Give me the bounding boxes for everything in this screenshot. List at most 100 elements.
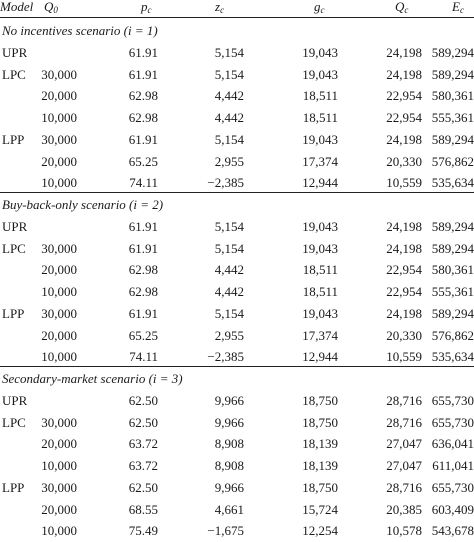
cell-q0: 30,000 xyxy=(41,240,77,256)
cell-pc: 62.50 xyxy=(128,479,158,495)
cell-ec: 589,294 xyxy=(431,66,474,82)
cell-gc: 17,374 xyxy=(302,153,338,169)
cell-gc: 18,511 xyxy=(302,88,338,104)
cell-ec: 655,730 xyxy=(431,414,474,430)
table-row: LPP 30,000 61.91 5,154 19,043 24,198 589,294 xyxy=(0,129,474,151)
cell-gc: 19,043 xyxy=(302,305,338,321)
cell-Qc: 24,198 xyxy=(386,44,422,60)
header-model: Model xyxy=(0,0,34,14)
header-zc: zc xyxy=(215,0,225,15)
cell-q0: 20,000 xyxy=(41,501,77,517)
cell-model: LPC xyxy=(2,414,26,430)
table-row: 20,000 65.25 2,955 17,374 20,330 576,862 xyxy=(0,151,474,173)
cell-ec: 603,409 xyxy=(431,501,474,517)
cell-q0: 10,000 xyxy=(41,349,77,365)
cell-ec: 535,634 xyxy=(431,175,474,191)
cell-zc: 5,154 xyxy=(214,44,244,60)
table-row: LPC 30,000 61.91 5,154 19,043 24,198 589,294 xyxy=(0,64,474,86)
cell-model: LPP xyxy=(2,131,25,147)
cell-zc: 5,154 xyxy=(214,218,244,234)
cell-gc: 17,374 xyxy=(302,327,338,343)
cell-model: UPR xyxy=(2,218,28,234)
cell-gc: 18,511 xyxy=(302,262,338,278)
cell-pc: 74.11 xyxy=(129,175,158,191)
cell-pc: 62.98 xyxy=(128,110,158,125)
cell-zc: 9,966 xyxy=(214,392,244,408)
cell-zc: 4,442 xyxy=(214,88,244,104)
cell-zc: 8,908 xyxy=(214,458,244,473)
cell-q0: 10,000 xyxy=(41,284,77,299)
cell-pc: 65.25 xyxy=(128,153,158,169)
cell-model: UPR xyxy=(2,392,28,408)
table-row: LPP 30,000 61.91 5,154 19,043 24,198 589,294 xyxy=(0,303,474,325)
header-rule xyxy=(0,17,474,18)
cell-q0: 20,000 xyxy=(41,262,77,278)
cell-Qc: 10,559 xyxy=(386,175,422,191)
table-row: 20,000 65.25 2,955 17,374 20,330 576,862 xyxy=(0,325,474,347)
cell-q0: 30,000 xyxy=(41,479,77,495)
cell-model: LPC xyxy=(2,66,26,82)
cell-Qc: 22,954 xyxy=(386,284,422,299)
cell-pc: 62.98 xyxy=(128,284,158,299)
cell-q0: 10,000 xyxy=(41,110,77,125)
cell-q0: 20,000 xyxy=(41,153,77,169)
cell-pc: 65.25 xyxy=(128,327,158,343)
cell-gc: 19,043 xyxy=(302,218,338,234)
cell-model: UPR xyxy=(2,44,28,60)
cell-Qc: 22,954 xyxy=(386,88,422,104)
cell-zc: 9,966 xyxy=(214,479,244,495)
cell-q0: 20,000 xyxy=(41,327,77,343)
table-row: UPR 61.91 5,154 19,043 24,198 589,294 xyxy=(0,216,474,238)
cell-gc: 18,511 xyxy=(302,284,338,299)
cell-pc: 61.91 xyxy=(128,240,158,256)
cell-Qc: 24,198 xyxy=(386,305,422,321)
table-row: LPP 30,000 62.50 9,966 18,750 28,716 655,730 xyxy=(0,477,474,499)
cell-ec: 576,862 xyxy=(431,327,474,343)
cell-Qc: 20,330 xyxy=(386,153,422,169)
table-row: UPR 61.91 5,154 19,043 24,198 589,294 xyxy=(0,42,474,64)
cell-ec: 576,862 xyxy=(431,153,474,169)
cell-zc: 5,154 xyxy=(214,131,244,147)
cell-zc: −2,385 xyxy=(207,175,244,191)
cell-Qc: 24,198 xyxy=(386,240,422,256)
cell-zc: 4,442 xyxy=(214,262,244,278)
cell-ec: 655,730 xyxy=(431,392,474,408)
cell-pc: 62.98 xyxy=(128,262,158,278)
cell-gc: 18,750 xyxy=(302,479,338,495)
header-ec: Ec xyxy=(452,0,464,15)
cell-pc: 68.55 xyxy=(128,501,158,517)
cell-zc: 2,955 xyxy=(214,153,244,169)
cell-ec: 589,294 xyxy=(431,305,474,321)
cell-zc: 4,442 xyxy=(214,110,244,125)
cell-q0: 20,000 xyxy=(41,436,77,452)
cell-ec: 589,294 xyxy=(431,240,474,256)
cell-ec: 589,294 xyxy=(431,218,474,234)
cell-gc: 19,043 xyxy=(302,66,338,82)
table-row: 20,000 68.55 4,661 15,724 20,385 603,409 xyxy=(0,499,474,521)
cell-q0: 30,000 xyxy=(41,414,77,430)
cell-Qc: 24,198 xyxy=(386,131,422,147)
cell-zc: 5,154 xyxy=(214,66,244,82)
cell-gc: 12,254 xyxy=(302,523,338,539)
cell-ec: 611,041 xyxy=(432,458,474,473)
table-row: 20,000 62.98 4,442 18,511 22,954 580,361 xyxy=(0,85,474,107)
cell-gc: 12,944 xyxy=(302,175,338,191)
cell-model: LPC xyxy=(2,240,26,256)
cell-gc: 15,724 xyxy=(302,501,338,517)
cell-q0: 10,000 xyxy=(41,175,77,191)
cell-pc: 63.72 xyxy=(128,436,158,452)
cell-pc: 74.11 xyxy=(129,349,158,365)
table-row: 10,000 74.11 −2,385 12,944 10,559 535,634 xyxy=(0,346,474,368)
header-pc: pc xyxy=(141,0,152,15)
cell-model: LPP xyxy=(2,479,25,495)
cell-q0: 30,000 xyxy=(41,131,77,147)
section-rule xyxy=(0,192,474,193)
cell-Qc: 24,198 xyxy=(386,218,422,234)
cell-zc: 4,661 xyxy=(214,501,244,517)
cell-gc: 18,139 xyxy=(302,458,338,473)
cell-zc: 9,966 xyxy=(214,414,244,430)
cell-ec: 555,361 xyxy=(431,284,474,299)
cell-pc: 62.50 xyxy=(128,414,158,430)
table-row: 10,000 74.11 −2,385 12,944 10,559 535,634 xyxy=(0,172,474,194)
header-q0: Q0 xyxy=(44,0,58,15)
